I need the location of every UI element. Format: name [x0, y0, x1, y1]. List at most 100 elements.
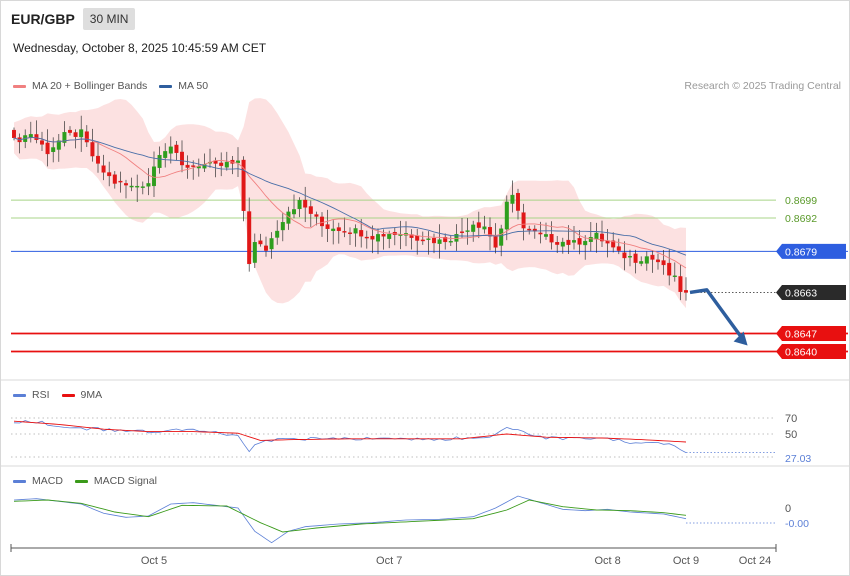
- candle: [443, 233, 448, 250]
- candle: [348, 227, 353, 246]
- candle: [56, 133, 61, 162]
- candle-body: [56, 140, 61, 150]
- rsi-ma-line: [13, 420, 687, 443]
- candle-body: [51, 147, 56, 153]
- legend-label-rsi: RSI: [32, 389, 50, 401]
- candle: [62, 121, 67, 147]
- candle-body: [538, 232, 543, 235]
- candle-body: [471, 224, 476, 232]
- candle: [549, 221, 554, 250]
- macd-swatch: [13, 479, 26, 483]
- candle: [572, 225, 577, 250]
- price-tag-text-0.8640: 0.8640: [785, 346, 817, 358]
- candle-body: [549, 234, 554, 243]
- candle-body: [219, 162, 224, 166]
- candle-body: [179, 151, 184, 166]
- candle: [566, 225, 571, 254]
- candle-body: [269, 238, 274, 250]
- candle: [678, 264, 683, 301]
- candle: [628, 249, 633, 267]
- candle: [616, 238, 621, 255]
- legend-label-rsi-ma: 9MA: [80, 389, 103, 401]
- candle: [672, 262, 677, 282]
- candle-body: [678, 276, 683, 292]
- legend-main: MA 20 + Bollinger Bands MA 50: [13, 80, 208, 92]
- candle-body: [45, 142, 50, 155]
- candle-body: [258, 240, 263, 245]
- legend-item-macd-signal: MACD Signal: [74, 475, 157, 487]
- candle: [639, 256, 644, 267]
- candle-body: [264, 245, 269, 251]
- candle-body: [684, 290, 689, 293]
- x-tick-oct-8: Oct 8: [594, 555, 620, 567]
- candle-body: [656, 259, 661, 263]
- projection-arrowhead: [733, 331, 748, 346]
- chart-datetime: Wednesday, October 8, 2025 10:45:59 AM C…: [13, 41, 267, 55]
- legend-macd: MACD MACD Signal: [13, 475, 157, 487]
- candle-body: [140, 186, 145, 188]
- candle-body: [460, 231, 465, 233]
- candle-body: [303, 199, 308, 208]
- ma50-swatch: [159, 84, 173, 88]
- candle: [437, 224, 442, 259]
- candle-body: [437, 239, 442, 244]
- candle-body: [661, 260, 666, 266]
- candle-body: [600, 233, 605, 242]
- candle-body: [73, 132, 78, 137]
- candle: [527, 225, 532, 235]
- price-tag-0.8663: [776, 284, 846, 300]
- candle-body: [364, 236, 369, 239]
- candle: [499, 224, 504, 257]
- candle: [420, 231, 425, 245]
- candle-body: [174, 144, 179, 153]
- candle: [667, 249, 672, 286]
- candle: [650, 250, 655, 273]
- candle-body: [348, 232, 353, 234]
- candle: [644, 251, 649, 271]
- candle: [516, 188, 521, 220]
- candle: [622, 241, 627, 271]
- candle-body: [320, 216, 325, 227]
- candle-body: [168, 146, 173, 154]
- candle: [448, 235, 453, 246]
- x-tick-oct-5: Oct 5: [141, 555, 167, 567]
- candle-body: [672, 275, 677, 278]
- rsi-ma-swatch: [61, 393, 75, 397]
- candle: [454, 224, 459, 251]
- candle: [336, 222, 341, 244]
- candle: [123, 179, 128, 199]
- chart-header: EUR/GBP 30 MIN: [11, 7, 136, 31]
- x-tick-oct-9: Oct 9: [673, 555, 699, 567]
- candle: [129, 177, 134, 192]
- price-tag-0.8647: [776, 326, 846, 342]
- candle: [303, 186, 308, 223]
- candle: [179, 140, 184, 173]
- timeframe-button[interactable]: 30 MIN: [82, 8, 136, 30]
- price-tag-0.8640: [776, 343, 846, 359]
- candle-body: [588, 237, 593, 242]
- candle: [107, 161, 112, 187]
- candle: [95, 142, 100, 173]
- rsi-tick-50: 50: [785, 429, 797, 441]
- candle: [191, 160, 196, 180]
- candle-body: [616, 246, 621, 251]
- candle-body: [191, 165, 196, 167]
- candle: [314, 211, 319, 226]
- candle: [40, 131, 45, 151]
- candle-body: [544, 234, 549, 237]
- candle: [292, 194, 297, 219]
- candle: [280, 212, 285, 242]
- macd-last-value: -0.00: [785, 518, 809, 530]
- candle: [185, 155, 190, 179]
- candle-body: [118, 180, 123, 183]
- rsi-line: [13, 420, 687, 453]
- candle-body: [611, 240, 616, 248]
- candle-body: [241, 159, 246, 211]
- candle: [308, 200, 313, 227]
- candle: [135, 174, 140, 202]
- candle-body: [560, 241, 565, 247]
- candle: [460, 218, 465, 239]
- candle-body: [572, 240, 577, 243]
- candle-body: [123, 183, 128, 186]
